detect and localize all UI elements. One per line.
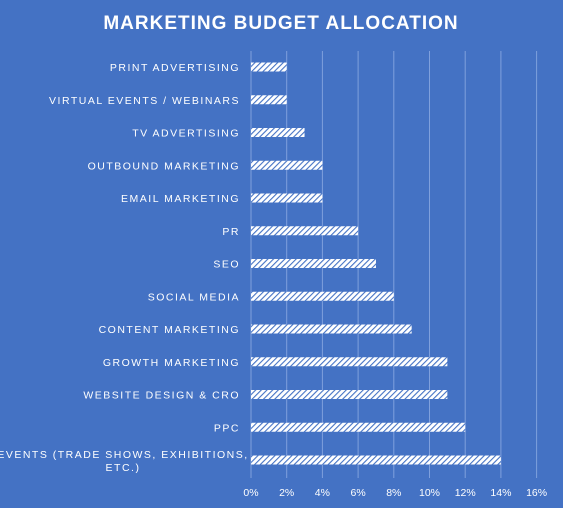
chart-title: MARKETING BUDGET ALLOCATION bbox=[103, 13, 458, 34]
category-label: WEBSITE DESIGN & CRO bbox=[83, 390, 240, 402]
bar bbox=[251, 324, 412, 334]
bar bbox=[251, 259, 376, 268]
category-label-line: EVENTS (TRADE SHOWS, EXHIBITIONS, bbox=[0, 449, 249, 461]
x-tick-label: 4% bbox=[315, 487, 330, 499]
bar bbox=[251, 455, 501, 465]
x-tick-label: 14% bbox=[490, 487, 511, 499]
bar bbox=[251, 226, 359, 236]
category-label: OUTBOUND MARKETING bbox=[88, 160, 240, 172]
x-tick-label: 16% bbox=[526, 487, 547, 499]
bar bbox=[251, 193, 323, 203]
category-label: PPC bbox=[214, 422, 240, 434]
bar bbox=[251, 62, 287, 72]
bar bbox=[251, 390, 448, 399]
category-label: PRINT ADVERTISING bbox=[110, 62, 240, 74]
x-tick-label: 0% bbox=[243, 487, 258, 499]
category-labels: PRINT ADVERTISING VIRTUAL EVENTS / WEBINA… bbox=[0, 62, 249, 474]
x-tick-label: 12% bbox=[455, 487, 476, 499]
category-label: SEO bbox=[213, 259, 240, 271]
x-tick-label: 6% bbox=[351, 487, 366, 499]
x-axis-tick-labels: 0% 2% 4% 6% 8% 10% 12% 14% 16% bbox=[243, 487, 547, 499]
bar bbox=[251, 422, 466, 432]
category-label: EMAIL MARKETING bbox=[121, 193, 240, 205]
category-label: PR bbox=[222, 226, 240, 238]
x-tick-label: 2% bbox=[279, 487, 294, 499]
category-label: GROWTH MARKETING bbox=[103, 357, 240, 369]
bars bbox=[251, 62, 501, 465]
gridlines bbox=[250, 51, 538, 478]
bar bbox=[251, 95, 287, 105]
bar bbox=[251, 160, 323, 170]
category-label: EVENTS (TRADE SHOWS, EXHIBITIONS, ETC.) bbox=[0, 449, 249, 474]
category-label: CONTENT MARKETING bbox=[99, 324, 240, 336]
bar bbox=[251, 128, 305, 137]
category-label: VIRTUAL EVENTS / WEBINARS bbox=[49, 95, 240, 107]
bar bbox=[251, 291, 394, 301]
category-label: TV ADVERTISING bbox=[132, 128, 240, 140]
x-tick-label: 8% bbox=[386, 487, 401, 499]
x-tick-label: 10% bbox=[419, 487, 440, 499]
category-label: SOCIAL MEDIA bbox=[148, 291, 240, 303]
bar bbox=[251, 357, 448, 367]
category-label-line: ETC.) bbox=[106, 462, 141, 474]
